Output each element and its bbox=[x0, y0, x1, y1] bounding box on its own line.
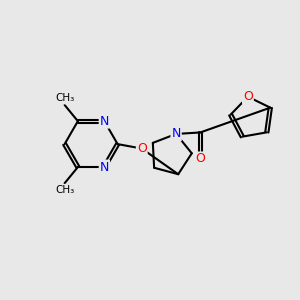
Text: O: O bbox=[137, 142, 147, 155]
Text: N: N bbox=[100, 115, 109, 128]
Text: O: O bbox=[195, 152, 205, 166]
Text: N: N bbox=[100, 160, 109, 174]
Text: CH₃: CH₃ bbox=[55, 94, 74, 103]
Text: N: N bbox=[171, 128, 181, 140]
Text: O: O bbox=[243, 90, 253, 103]
Text: CH₃: CH₃ bbox=[55, 185, 74, 195]
